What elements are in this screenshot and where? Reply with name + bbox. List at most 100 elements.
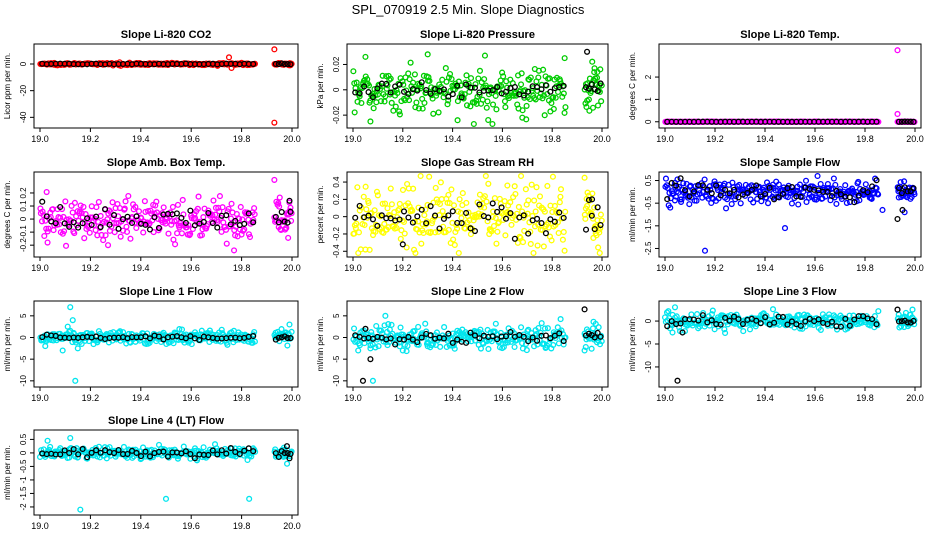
data-point-slope (707, 186, 714, 193)
data-point-slope (769, 181, 777, 188)
data-point-reference (133, 449, 140, 457)
data-point-reference (223, 212, 230, 219)
data-point-slope (740, 328, 747, 335)
data-point-reference (507, 329, 514, 336)
data-point-slope (379, 72, 386, 79)
data-point-reference (597, 222, 604, 229)
y-tick-label: -0.5 (644, 196, 653, 210)
data-point-slope (425, 74, 432, 81)
data-point-slope (109, 199, 116, 206)
data-point-slope (399, 78, 406, 85)
data-point-reference (824, 188, 831, 195)
x-tick-label: 19.2 (82, 393, 100, 403)
data-point-slope (111, 229, 118, 236)
data-point-slope (538, 204, 545, 211)
data-point-slope (561, 247, 568, 254)
y-tick-label: 0 (332, 335, 341, 340)
data-point-slope (525, 197, 532, 204)
data-point-reference (560, 338, 567, 345)
data-point-slope (523, 347, 530, 354)
data-point-slope (669, 329, 676, 336)
data-point-slope (483, 198, 490, 205)
data-point-reference (664, 196, 671, 203)
data-point-reference (106, 221, 113, 228)
y-tick-label: -10 (644, 361, 653, 373)
data-point-reference (485, 214, 492, 221)
data-point-slope (531, 197, 538, 204)
data-point-reference (748, 186, 755, 193)
data-point-reference (860, 313, 867, 320)
data-point-reference (463, 81, 470, 88)
data-point-slope (497, 329, 504, 336)
data-point-reference (142, 448, 149, 455)
data-point-reference (75, 451, 82, 458)
x-tick-label: 19.6 (182, 521, 200, 531)
data-point-reference (597, 333, 604, 340)
data-point-reference (209, 220, 216, 227)
data-point-slope (511, 343, 518, 351)
data-point-reference (471, 227, 479, 235)
data-point-slope (455, 249, 462, 257)
data-point-slope (833, 200, 840, 207)
data-point-slope (246, 495, 253, 502)
data-point-slope (535, 74, 542, 81)
data-point-slope (77, 506, 84, 513)
x-tick-label: 19.2 (394, 134, 412, 144)
data-point-reference (722, 186, 729, 193)
data-point-slope (365, 199, 372, 207)
data-point-slope (532, 208, 539, 215)
data-point-slope (763, 194, 770, 201)
data-point-reference (511, 84, 518, 91)
data-point-slope (430, 110, 437, 117)
data-point-reference (585, 196, 592, 204)
data-point-reference (895, 318, 903, 325)
data-point-slope (39, 208, 46, 215)
data-point-reference (584, 48, 591, 55)
data-point-slope (496, 195, 503, 202)
data-point-slope (581, 174, 588, 181)
data-point-slope (353, 220, 360, 227)
data-point-reference (205, 451, 212, 459)
data-point-slope (406, 76, 413, 83)
data-point-slope (170, 340, 177, 347)
data-point-slope (554, 219, 561, 226)
data-point-slope (663, 182, 670, 189)
data-point-slope (59, 347, 66, 354)
data-point-slope (195, 193, 202, 200)
data-point-slope (737, 200, 744, 207)
data-point-slope (549, 94, 556, 101)
data-point-slope (541, 325, 549, 332)
data-point-reference (824, 321, 831, 328)
data-point-slope (597, 66, 604, 73)
x-tick-label: 20.0 (593, 134, 611, 144)
data-point-slope (355, 347, 362, 354)
data-point-reference (674, 377, 681, 384)
x-tick-label: 19.6 (182, 263, 200, 273)
y-tick-label: 0 (19, 216, 28, 221)
y-tick-label: 0 (19, 61, 28, 66)
data-point-slope (194, 205, 201, 212)
data-point-reference (542, 82, 549, 89)
data-point-slope (562, 104, 569, 111)
data-point-reference (502, 333, 510, 340)
data-point-slope (442, 65, 449, 72)
data-point-slope (353, 79, 360, 86)
x-tick-label: 19.0 (31, 521, 49, 531)
data-point-reference (405, 333, 412, 341)
data-point-slope (484, 218, 491, 225)
data-point-reference (232, 217, 239, 224)
data-point-reference (726, 190, 733, 197)
data-point-slope (375, 343, 382, 350)
data-point-slope (686, 201, 693, 208)
data-point-slope (174, 230, 181, 237)
data-point-reference (281, 218, 288, 225)
data-point-slope (415, 323, 422, 330)
data-point-reference (111, 449, 118, 457)
data-point-slope (484, 98, 491, 105)
data-point-slope (148, 210, 155, 217)
data-point-reference (788, 318, 795, 325)
data-point-slope (512, 190, 519, 198)
data-point-slope (504, 182, 511, 189)
data-point-slope (492, 92, 499, 99)
data-point-slope (591, 65, 598, 72)
